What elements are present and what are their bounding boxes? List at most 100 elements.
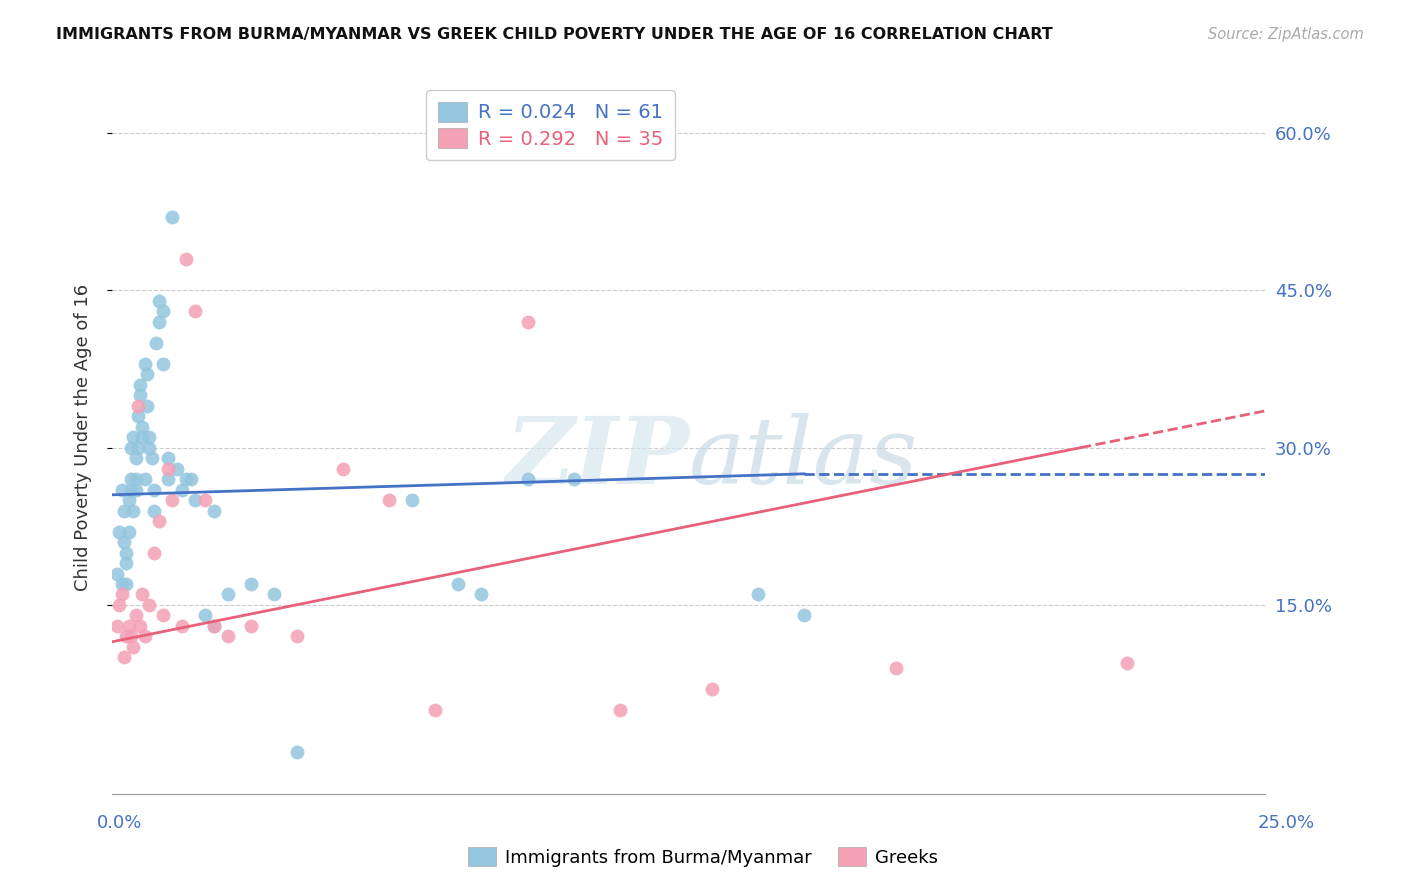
- Point: [129, 377, 152, 392]
- Point: [170, 483, 193, 497]
- Point: [194, 608, 217, 623]
- Point: [180, 472, 202, 486]
- Point: [152, 357, 174, 371]
- Point: [143, 545, 166, 559]
- Point: [239, 577, 262, 591]
- Point: [174, 252, 197, 266]
- Point: [127, 399, 149, 413]
- Point: [127, 409, 149, 423]
- Point: [202, 619, 225, 633]
- Point: [112, 535, 135, 549]
- Point: [166, 461, 188, 475]
- Point: [124, 472, 146, 486]
- Point: [285, 630, 308, 644]
- Point: [609, 703, 631, 717]
- Point: [138, 441, 160, 455]
- Point: [239, 619, 262, 633]
- Point: [115, 556, 138, 570]
- Point: [122, 430, 145, 444]
- Point: [112, 503, 135, 517]
- Point: [131, 419, 153, 434]
- Point: [105, 619, 128, 633]
- Point: [122, 640, 145, 654]
- Point: [145, 335, 167, 350]
- Point: [747, 587, 769, 601]
- Point: [134, 357, 156, 371]
- Text: ZIP: ZIP: [505, 414, 689, 503]
- Point: [136, 399, 159, 413]
- Point: [138, 598, 160, 612]
- Point: [156, 472, 179, 486]
- Point: [134, 630, 156, 644]
- Point: [115, 545, 138, 559]
- Point: [516, 315, 538, 329]
- Point: [217, 587, 239, 601]
- Point: [105, 566, 128, 581]
- Point: [174, 472, 197, 486]
- Point: [285, 745, 308, 759]
- Point: [117, 493, 139, 508]
- Text: Source: ZipAtlas.com: Source: ZipAtlas.com: [1208, 27, 1364, 42]
- Text: atlas: atlas: [689, 414, 918, 503]
- Point: [148, 293, 170, 308]
- Legend: Immigrants from Burma/Myanmar, Greeks: Immigrants from Burma/Myanmar, Greeks: [461, 840, 945, 874]
- Point: [111, 587, 134, 601]
- Point: [141, 451, 163, 466]
- Point: [425, 703, 447, 717]
- Point: [117, 619, 139, 633]
- Point: [516, 472, 538, 486]
- Text: 0.0%: 0.0%: [97, 814, 142, 831]
- Point: [112, 650, 135, 665]
- Point: [131, 430, 153, 444]
- Point: [129, 619, 152, 633]
- Point: [143, 483, 166, 497]
- Point: [115, 577, 138, 591]
- Point: [143, 503, 166, 517]
- Point: [111, 577, 134, 591]
- Point: [184, 493, 207, 508]
- Point: [378, 493, 401, 508]
- Point: [793, 608, 815, 623]
- Point: [124, 608, 146, 623]
- Point: [120, 630, 142, 644]
- Point: [134, 472, 156, 486]
- Text: 25.0%: 25.0%: [1258, 814, 1315, 831]
- Point: [152, 608, 174, 623]
- Point: [562, 472, 585, 486]
- Point: [120, 472, 142, 486]
- Point: [162, 493, 184, 508]
- Point: [217, 630, 239, 644]
- Y-axis label: Child Poverty Under the Age of 16: Child Poverty Under the Age of 16: [73, 284, 91, 591]
- Point: [156, 451, 179, 466]
- Point: [129, 388, 152, 402]
- Point: [447, 577, 470, 591]
- Text: IMMIGRANTS FROM BURMA/MYANMAR VS GREEK CHILD POVERTY UNDER THE AGE OF 16 CORRELA: IMMIGRANTS FROM BURMA/MYANMAR VS GREEK C…: [56, 27, 1053, 42]
- Point: [131, 587, 153, 601]
- Point: [124, 483, 146, 497]
- Point: [332, 461, 354, 475]
- Point: [700, 681, 723, 696]
- Point: [162, 210, 184, 224]
- Point: [152, 304, 174, 318]
- Point: [115, 630, 138, 644]
- Point: [470, 587, 492, 601]
- Point: [184, 304, 207, 318]
- Point: [263, 587, 285, 601]
- Point: [202, 503, 225, 517]
- Point: [108, 524, 131, 539]
- Point: [886, 661, 908, 675]
- Point: [194, 493, 217, 508]
- Legend: R = 0.024   N = 61, R = 0.292   N = 35: R = 0.024 N = 61, R = 0.292 N = 35: [426, 90, 675, 161]
- Point: [108, 598, 131, 612]
- Point: [148, 514, 170, 528]
- Point: [124, 451, 146, 466]
- Point: [202, 619, 225, 633]
- Point: [148, 315, 170, 329]
- Point: [401, 493, 423, 508]
- Point: [1116, 656, 1139, 670]
- Point: [120, 483, 142, 497]
- Point: [111, 483, 134, 497]
- Point: [156, 461, 179, 475]
- Point: [170, 619, 193, 633]
- Point: [138, 430, 160, 444]
